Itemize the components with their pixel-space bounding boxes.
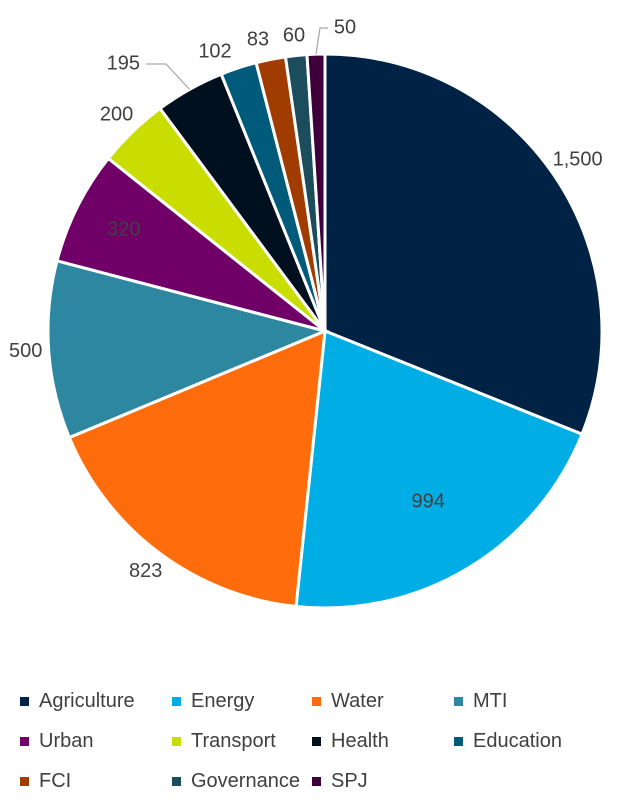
data-label-transport: 200 [100,103,133,125]
leader-line-health [146,63,190,90]
legend-label-energy: Energy [191,689,255,712]
data-label-agriculture: 1,500 [553,148,603,170]
pie-slice-water [67,328,327,609]
legend-swatch-governance [172,776,181,786]
legend-item-spj: SPJ [312,768,454,794]
legend-label-fci: FCI [39,769,72,792]
legend-swatch-spj [312,776,321,786]
legend-label-spj: SPJ [331,769,368,792]
legend-swatch-water [312,696,321,706]
legend-item-transport: Transport [172,728,312,754]
data-label-spj: 50 [334,16,356,38]
data-label-education: 102 [198,40,231,62]
legend-item-health: Health [312,728,454,754]
legend-swatch-transport [172,736,181,746]
data-label-water: 823 [129,560,162,582]
data-label-health: 195 [107,52,140,74]
legend-swatch-education [454,736,463,746]
data-label-mti: 500 [9,340,42,362]
legend-item-fci: FCI [20,768,172,794]
legend-label-mti: MTI [473,689,508,712]
legend-item-energy: Energy [172,688,312,714]
legend-swatch-mti [454,696,463,706]
data-label-energy: 994 [412,491,445,513]
legend-label-transport: Transport [191,729,276,752]
legend-label-governance: Governance [191,769,300,792]
pie-slice-urban [55,156,326,333]
leader-line-spj [315,27,328,55]
legend-item-mti: MTI [454,688,604,714]
legend-item-water: Water [312,688,454,714]
legend-label-education: Education [473,729,562,752]
data-labels: 1,500 994 823 500 320 200 195 102 83 60 50 [9,16,603,582]
pie-slice-energy [294,328,585,610]
pie-slices [46,52,604,610]
legend-label-health: Health [331,729,389,752]
legend-swatch-agriculture [20,696,29,706]
data-label-governance: 60 [283,24,305,46]
legend-item-education: Education [454,728,604,754]
data-label-urban: 320 [107,219,140,241]
pie-slice-agriculture [323,52,604,437]
data-label-fci: 83 [247,28,269,50]
legend-label-water: Water [331,689,384,712]
legend-item-urban: Urban [20,728,172,754]
pie-slice-mti [46,259,330,440]
legend-swatch-health [312,736,321,746]
legend-label-agriculture: Agriculture [39,689,135,712]
pie-chart: 1,500 994 823 500 320 200 195 102 83 60 50 [9,16,604,610]
legend-item-governance: Governance [172,768,312,794]
legend-swatch-urban [20,736,29,746]
leader-lines [146,27,328,90]
legend-swatch-fci [20,776,29,786]
legend-label-urban: Urban [39,729,94,752]
legend: Agriculture Energy Water MTI Urban Transport H… [20,688,620,794]
legend-item-agriculture: Agriculture [20,688,172,714]
legend-swatch-energy [172,696,181,706]
